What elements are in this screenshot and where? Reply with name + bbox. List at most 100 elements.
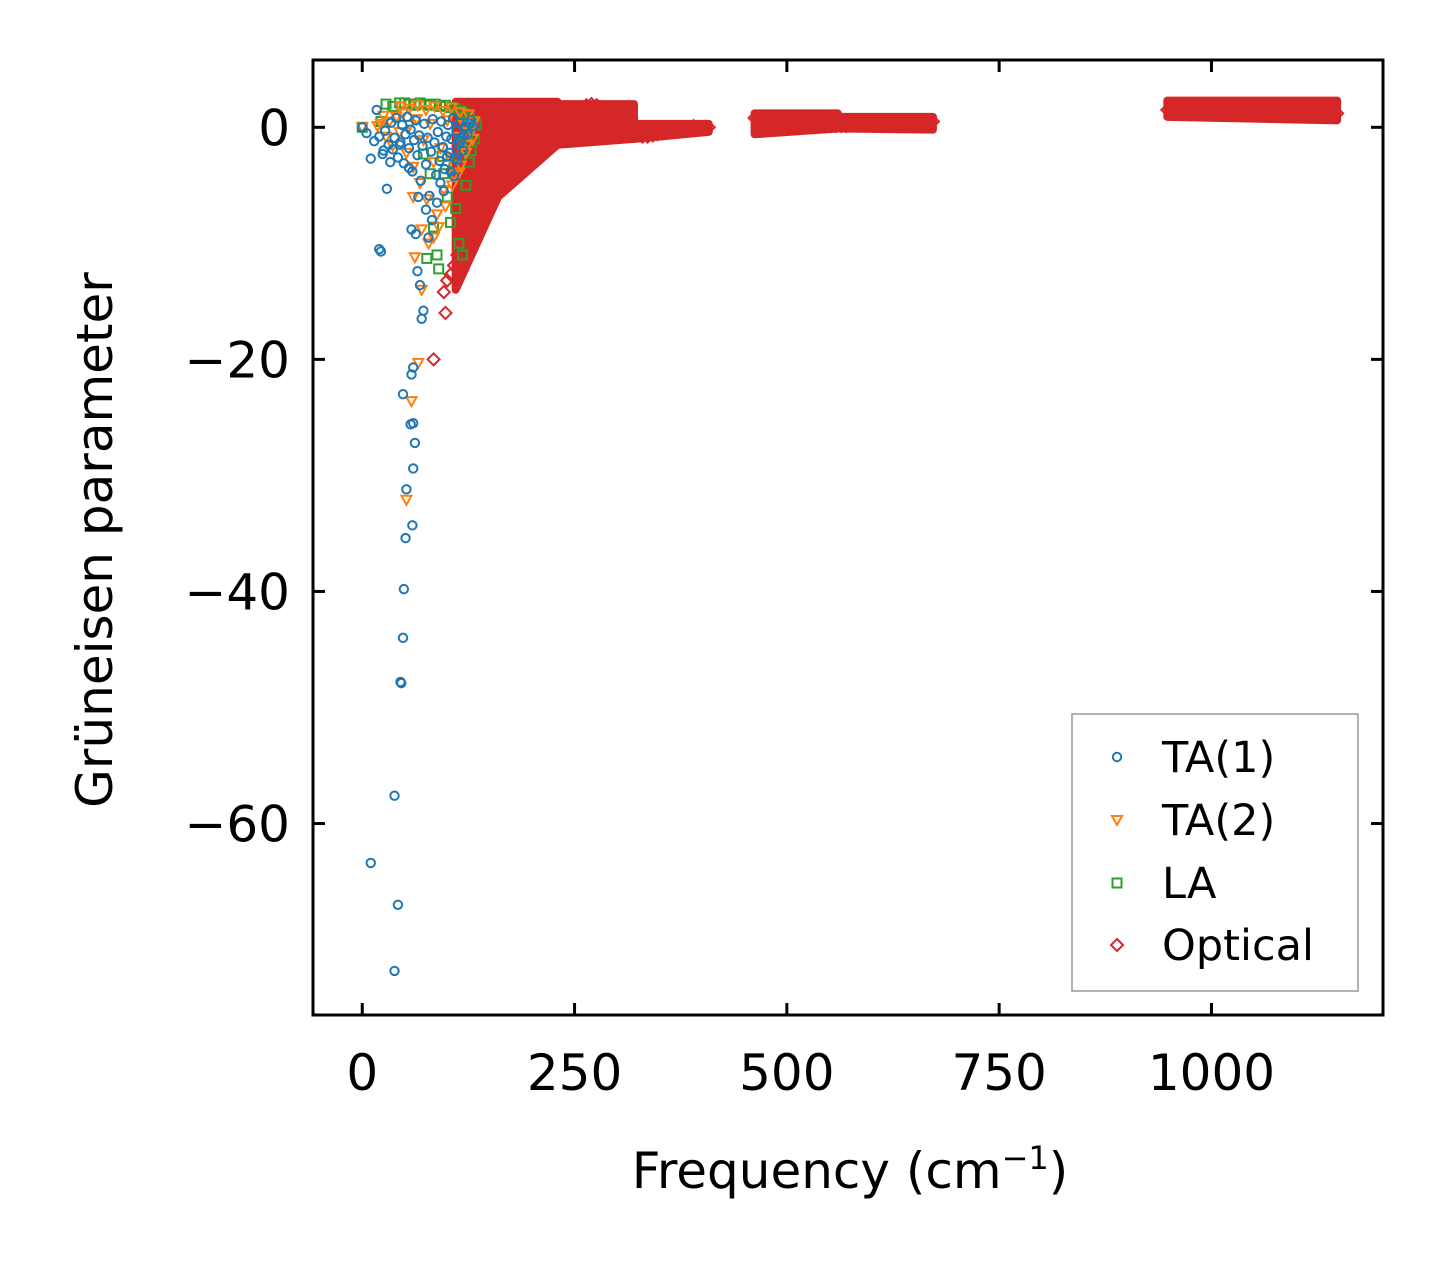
data-point [437,141,449,153]
data-point [458,145,469,156]
data-point [399,494,414,507]
data-point [579,97,594,113]
data-point [453,237,465,249]
data-point [808,116,824,132]
data-point [453,239,469,255]
data-point [624,126,640,142]
data-point [538,138,554,154]
data-point [466,210,482,226]
data-point [398,583,410,595]
data-point [421,252,433,264]
y-tick-label: −40 [184,563,290,621]
data-point [813,117,829,133]
data-point [879,115,895,131]
axis-ticks: 0 250 500 750 1000 0 −20 −40 −60 [184,60,1383,1102]
data-point [414,284,429,297]
data-point [767,114,783,129]
data-point [752,110,768,126]
data-point [772,115,788,131]
data-point [430,209,444,222]
data-point [402,111,413,123]
data-point [905,114,920,129]
data-point [629,128,645,143]
data-point [686,118,701,134]
data-point [408,463,419,474]
data-point [389,965,400,977]
y-tick-label: −20 [184,331,290,389]
data-point [436,284,452,300]
data-point [374,131,385,142]
data-point [365,857,376,869]
data-point [396,119,408,131]
data-point [379,125,391,136]
data-point [453,107,467,120]
data-point [402,103,416,116]
data-point [522,150,538,165]
data-point [431,197,443,208]
data-point [461,219,477,235]
data-point [448,170,460,182]
data-point [497,161,513,177]
data-point [553,108,569,124]
data-point [405,124,416,135]
data-point [823,118,839,134]
data-point [420,159,432,170]
data-point [573,100,589,115]
data-point [818,118,834,134]
data-point [389,790,400,801]
data-point [429,137,440,148]
data-point [408,252,422,265]
data-point [374,243,385,255]
data-point [445,180,459,193]
x-tick-label: 500 [739,1044,834,1102]
x-tick-label: 750 [951,1044,1046,1102]
data-point [762,112,778,128]
data-point [459,147,473,160]
data-point [419,118,430,130]
data-point [414,224,429,237]
data-point [387,144,399,155]
data-point [394,139,405,150]
data-point [477,191,492,207]
data-point [441,151,453,162]
data-point [414,279,426,291]
data-point [401,484,412,495]
series-optical [426,96,1345,367]
data-point [438,305,453,321]
data-point [1329,105,1345,121]
data-point [443,267,458,283]
data-point [441,131,452,142]
data-point [777,116,793,132]
data-point [696,121,712,136]
data-point [864,116,880,132]
legend-label: TA(1) [1161,733,1275,783]
data-point [915,114,931,129]
legend-marker [1111,751,1123,763]
data-point [803,115,819,131]
data-point [433,263,445,275]
legend-label: TA(2) [1161,796,1275,846]
data-point [465,115,477,126]
data-point [361,127,372,139]
legend-marker [1109,937,1125,953]
data-point [426,232,441,245]
data-point [431,222,446,235]
data-point [757,111,773,127]
data-point [507,154,523,170]
data-point [426,214,438,226]
data-point [793,115,808,131]
data-point [910,114,926,129]
data-point [460,179,472,191]
x-tick-label: 1000 [1148,1044,1275,1102]
x-tick-label: 250 [527,1044,622,1102]
data-point [460,139,475,152]
data-point [412,149,423,161]
legend-label: LA [1162,859,1217,909]
data-point [461,109,476,122]
legend-label: Optical [1162,921,1314,971]
data-point [426,351,442,367]
data-point [445,216,457,228]
data-point [828,118,844,134]
data-point [416,313,427,324]
data-point [452,154,463,165]
